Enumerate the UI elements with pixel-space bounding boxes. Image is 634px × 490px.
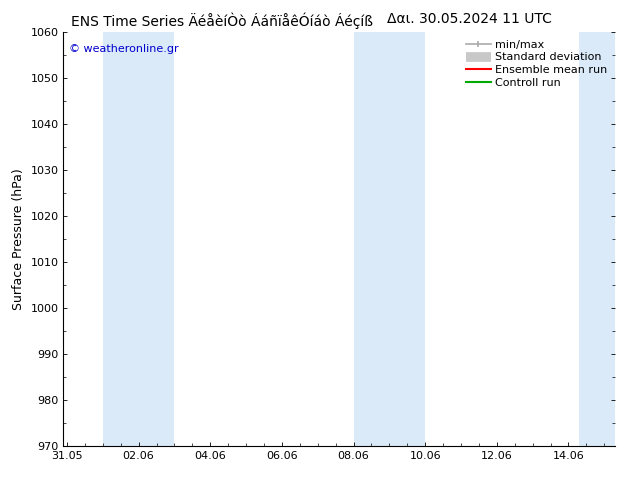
Bar xyxy=(103,32,174,446)
Text: Δαι. 30.05.2024 11 UTC: Δαι. 30.05.2024 11 UTC xyxy=(387,12,552,26)
Y-axis label: Surface Pressure (hPa): Surface Pressure (hPa) xyxy=(12,168,25,310)
Text: © weatheronline.gr: © weatheronline.gr xyxy=(69,44,179,54)
Text: ENS Time Series ÄéåèíÒò ÁáñïåêÓíáò Áéçíß: ENS Time Series ÄéåèíÒò ÁáñïåêÓíáò Áéçíß xyxy=(71,12,373,29)
Legend: min/max, Standard deviation, Ensemble mean run, Controll run: min/max, Standard deviation, Ensemble me… xyxy=(464,37,609,90)
Bar xyxy=(579,32,615,446)
Bar xyxy=(354,32,425,446)
